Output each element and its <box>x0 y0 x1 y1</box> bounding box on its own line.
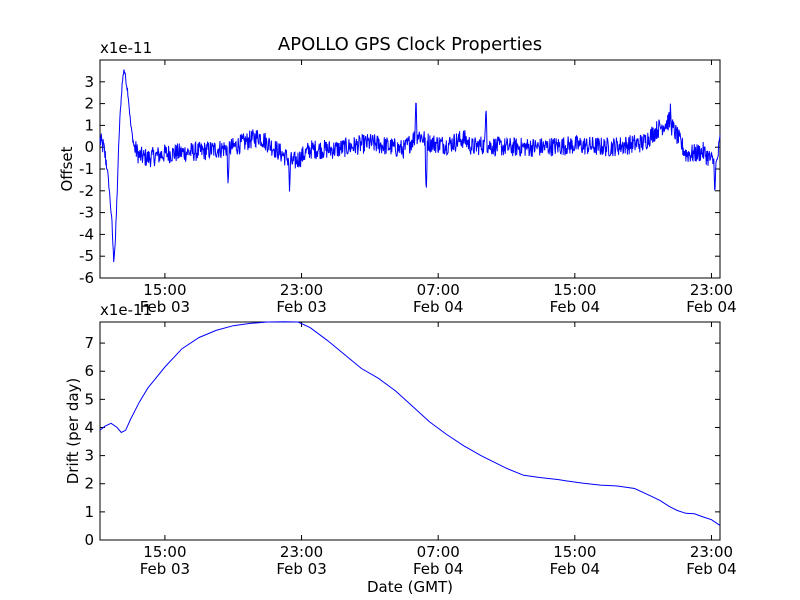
offset-x-tick-label: 23:00 <box>280 281 323 299</box>
drift-exponent-label: x1e-11 <box>100 301 152 319</box>
offset-y-tick-label: -5 <box>79 247 94 265</box>
drift-y-tick-label: 3 <box>84 447 94 465</box>
offset-x-tick-label: 15:00 <box>143 281 186 299</box>
drift-x-tick-date: Feb 04 <box>550 560 600 578</box>
offset-y-tick-label: -2 <box>79 182 94 200</box>
drift-x-tick-label: 23:00 <box>690 543 733 561</box>
drift-panel: x1e-11 Drift (per day) Date (GMT) 0 1 2 3 4 5… <box>64 301 737 596</box>
drift-y-tick-label: 1 <box>84 503 94 521</box>
drift-x-tick-date: Feb 03 <box>140 560 190 578</box>
offset-x-tick-date: Feb 03 <box>276 298 326 316</box>
offset-y-tick-label: -4 <box>79 225 94 243</box>
drift-y-tick-label: 2 <box>84 475 94 493</box>
drift-x-tick-date: Feb 03 <box>276 560 326 578</box>
offset-x-tick-label: 07:00 <box>417 281 460 299</box>
drift-y-tick-label: 0 <box>84 531 94 549</box>
offset-y-tick-label: -6 <box>79 269 94 287</box>
drift-x-tick-label: 07:00 <box>417 543 460 561</box>
offset-x-tick-date: Feb 04 <box>686 298 736 316</box>
offset-series-area <box>99 69 721 263</box>
offset-x-tick-date: Feb 04 <box>550 298 600 316</box>
offset-y-tick-label: -3 <box>79 204 94 222</box>
offset-plot-frame <box>99 59 721 279</box>
drift-y-tick-label: 6 <box>84 362 94 380</box>
drift-x-tick-label: 15:00 <box>143 543 186 561</box>
drift-y-axis-label: Drift (per day) <box>64 378 82 485</box>
drift-x-tick-label: 23:00 <box>280 543 323 561</box>
offset-x-tick-label: 23:00 <box>690 281 733 299</box>
drift-x-tick-date: Feb 04 <box>686 560 736 578</box>
offset-y-tick-label: -1 <box>79 160 94 178</box>
offset-y-tick-label: 1 <box>84 116 94 134</box>
drift-x-axis-label: Date (GMT) <box>367 578 453 596</box>
drift-y-tick-label: 7 <box>84 334 94 352</box>
chart-title: APOLLO GPS Clock Properties <box>278 34 542 55</box>
drift-plot-frame <box>99 321 721 541</box>
offset-y-tick-label: 2 <box>84 95 94 113</box>
offset-x-tick-date: Feb 03 <box>140 298 190 316</box>
offset-y-axis-label: Offset <box>58 146 76 191</box>
offset-y-tick-label: 3 <box>84 73 94 91</box>
offset-x-tick-date: Feb 04 <box>413 298 463 316</box>
drift-y-tick-label: 5 <box>84 390 94 408</box>
drift-x-tick-date: Feb 04 <box>413 560 463 578</box>
offset-series-line <box>99 69 721 263</box>
drift-y-tick-label: 4 <box>84 418 94 436</box>
drift-series-area <box>99 321 721 526</box>
drift-x-tick-label: 15:00 <box>553 543 596 561</box>
offset-x-tick-label: 15:00 <box>553 281 596 299</box>
drift-series-line <box>99 321 721 526</box>
offset-exponent-label: x1e-11 <box>100 39 152 57</box>
offset-y-tick-label: 0 <box>84 138 94 156</box>
